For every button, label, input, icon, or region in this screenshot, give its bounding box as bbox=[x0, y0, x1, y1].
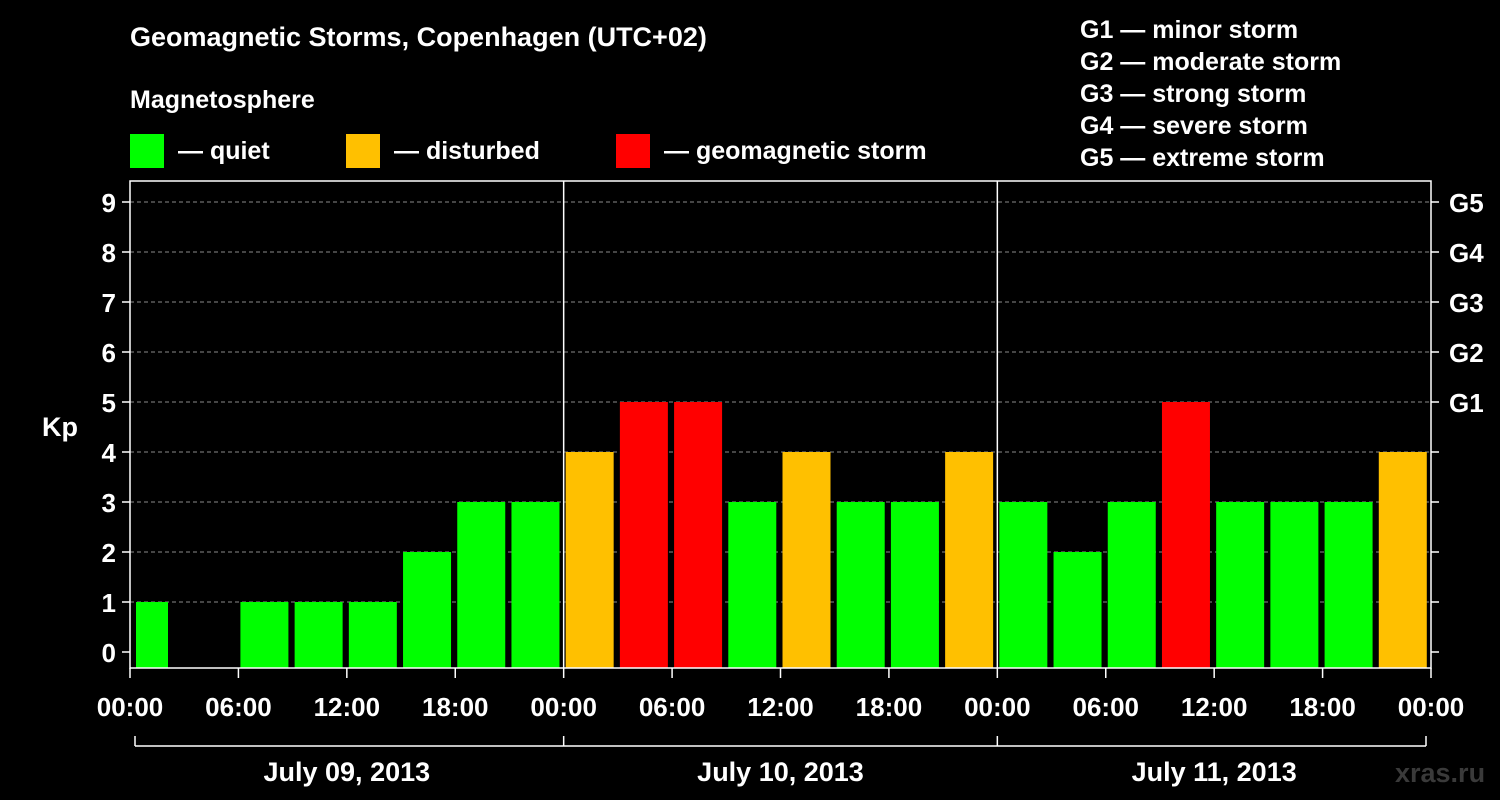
kp-bar bbox=[619, 402, 668, 668]
kp-bar bbox=[1053, 552, 1102, 668]
kp-bar bbox=[403, 552, 452, 668]
kp-bar bbox=[457, 502, 506, 668]
day-label: July 10, 2013 bbox=[697, 757, 864, 787]
kp-bar bbox=[136, 602, 168, 668]
chart-title: Geomagnetic Storms, Copenhagen (UTC+02) bbox=[130, 22, 707, 52]
y-tick-label: 1 bbox=[102, 588, 116, 618]
g-level-label: G1 bbox=[1449, 388, 1484, 418]
kp-bar bbox=[674, 402, 723, 668]
x-tick-label: 06:00 bbox=[205, 692, 272, 722]
g-level-label: G2 bbox=[1449, 338, 1484, 368]
legend-swatch-quiet bbox=[130, 134, 164, 168]
legend-label-storm: — geomagnetic storm bbox=[664, 136, 927, 165]
kp-bar bbox=[890, 502, 939, 668]
legend-disturbed: — disturbed bbox=[346, 134, 540, 168]
kp-bar bbox=[1378, 452, 1427, 668]
x-tick-label: 18:00 bbox=[856, 692, 923, 722]
x-tick-label: 00:00 bbox=[97, 692, 164, 722]
legend-subtitle: Magnetosphere bbox=[130, 86, 315, 114]
x-tick-label: 12:00 bbox=[747, 692, 814, 722]
kp-bar bbox=[945, 452, 994, 668]
legend-label-quiet: — quiet bbox=[178, 136, 270, 165]
y-tick-label: 6 bbox=[102, 338, 116, 368]
legend-swatch-disturbed bbox=[346, 134, 380, 168]
kp-bar bbox=[348, 602, 397, 668]
g-level-label: G5 bbox=[1449, 188, 1484, 218]
y-tick-label: 8 bbox=[102, 238, 116, 268]
g-scale-item-g3: G3 — strong storm bbox=[1080, 80, 1307, 108]
x-tick-label: 18:00 bbox=[1289, 692, 1356, 722]
kp-bar bbox=[999, 502, 1048, 668]
legend-storm: — geomagnetic storm bbox=[616, 134, 927, 168]
y-axis-label: Kp bbox=[42, 412, 78, 442]
kp-bar bbox=[1324, 502, 1373, 668]
x-tick-label: 06:00 bbox=[639, 692, 706, 722]
kp-bar bbox=[1107, 502, 1156, 668]
x-tick-label: 06:00 bbox=[1073, 692, 1140, 722]
g-scale-item-g4: G4 — severe storm bbox=[1080, 112, 1308, 140]
kp-bar bbox=[1270, 502, 1319, 668]
x-tick-label: 00:00 bbox=[964, 692, 1031, 722]
day-label: July 09, 2013 bbox=[264, 757, 431, 787]
x-tick-label: 12:00 bbox=[314, 692, 381, 722]
y-tick-label: 5 bbox=[102, 388, 116, 418]
g-scale-legend: G1 — minor storm G2 — moderate storm G3 … bbox=[1080, 14, 1341, 174]
y-tick-label: 2 bbox=[102, 538, 116, 568]
y-tick-label: 7 bbox=[102, 288, 116, 318]
legend-quiet: — quiet bbox=[130, 134, 270, 168]
kp-bar bbox=[294, 602, 343, 668]
g-level-label: G4 bbox=[1449, 238, 1484, 268]
g-scale-item-g2: G2 — moderate storm bbox=[1080, 48, 1342, 76]
kp-bar bbox=[565, 452, 614, 668]
day-label: July 11, 2013 bbox=[1132, 757, 1297, 787]
g-level-label: G3 bbox=[1449, 288, 1484, 318]
x-tick-label: 12:00 bbox=[1181, 692, 1248, 722]
kp-bar bbox=[836, 502, 885, 668]
x-tick-label: 00:00 bbox=[1398, 692, 1465, 722]
legend-swatch-storm bbox=[616, 134, 650, 168]
g-scale-item-g5: G5 — extreme storm bbox=[1080, 144, 1325, 172]
kp-bar bbox=[1216, 502, 1265, 668]
x-tick-label: 00:00 bbox=[530, 692, 597, 722]
y-tick-label: 3 bbox=[102, 488, 116, 518]
y-tick-label: 4 bbox=[102, 438, 117, 468]
y-tick-label: 0 bbox=[102, 638, 116, 668]
kp-bar bbox=[728, 502, 777, 668]
y-tick-label: 9 bbox=[102, 188, 116, 218]
kp-bar bbox=[1161, 402, 1210, 668]
kp-bar bbox=[511, 502, 560, 668]
watermark: xras.ru bbox=[1395, 758, 1486, 788]
x-tick-label: 18:00 bbox=[422, 692, 489, 722]
kp-bar bbox=[240, 602, 289, 668]
legend-label-disturbed: — disturbed bbox=[394, 136, 540, 165]
kp-bar bbox=[782, 452, 831, 668]
g-scale-item-g1: G1 — minor storm bbox=[1080, 16, 1299, 44]
